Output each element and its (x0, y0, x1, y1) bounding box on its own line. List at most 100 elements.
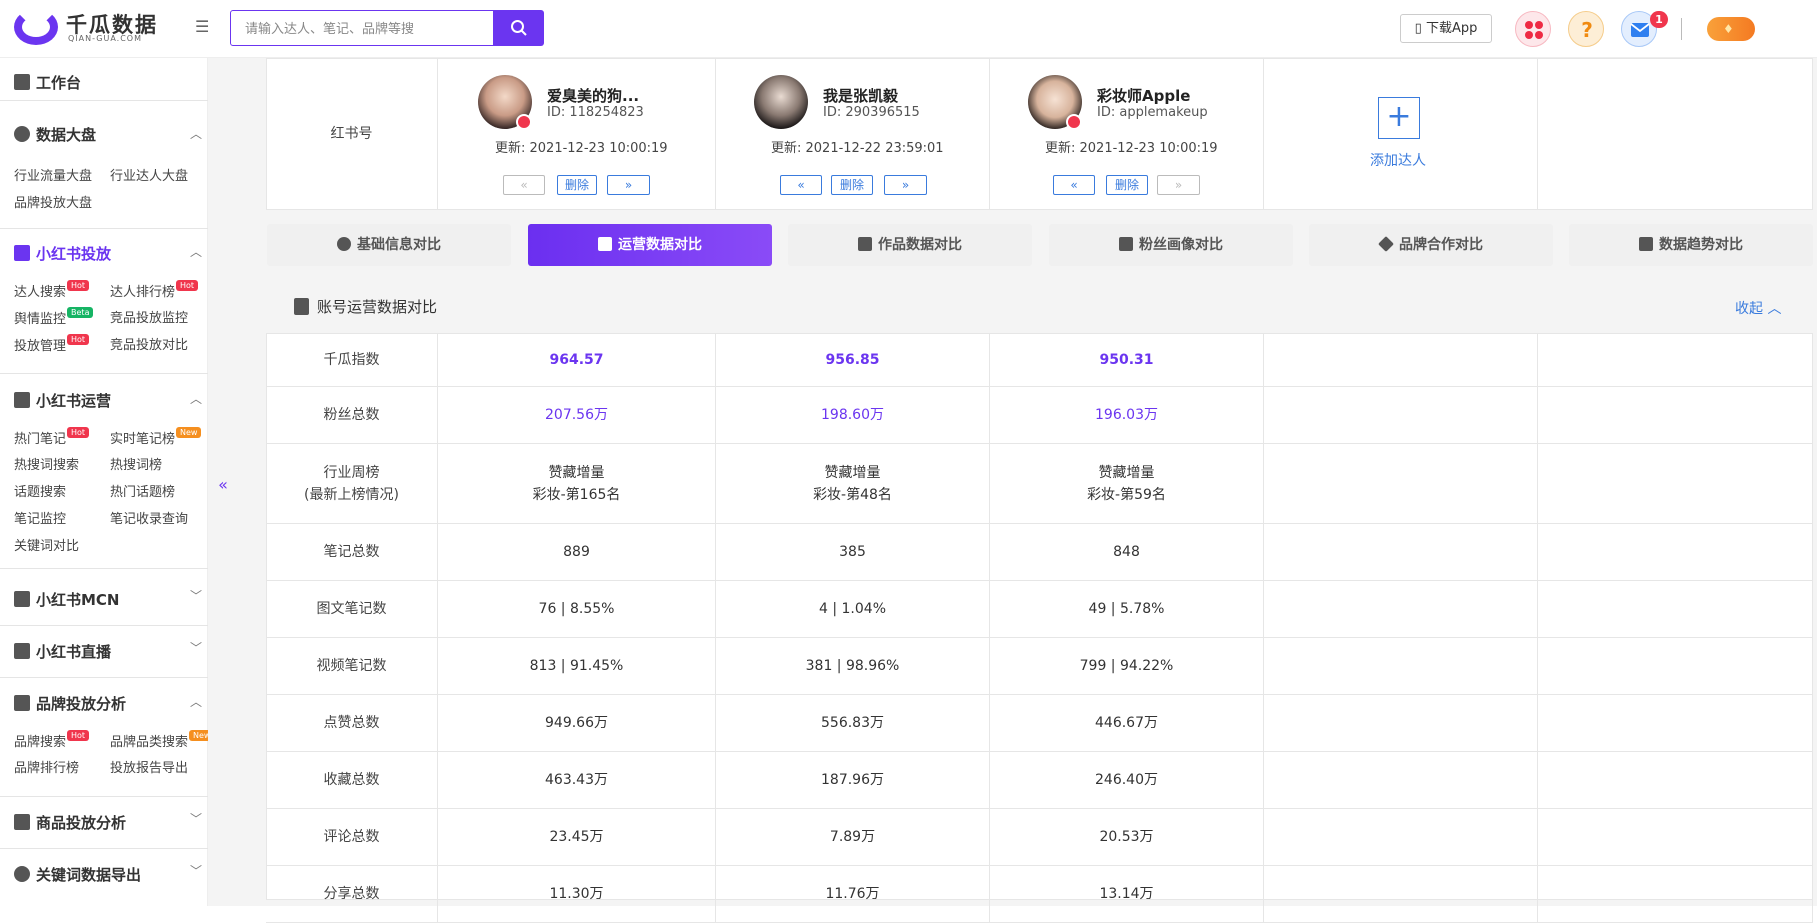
chevron-down-icon[interactable]: ﹀ (190, 812, 203, 826)
row-label: 千瓜指数 (266, 334, 438, 386)
row-label-text: 分享总数 (324, 883, 380, 905)
cell-value-line: 4 | 1.04% (819, 601, 886, 617)
download-app-button[interactable]: ▯ 下载App (1400, 14, 1492, 43)
verified-icon (516, 114, 532, 130)
sidebar-item-brand-search[interactable]: 品牌搜索 Hot (14, 730, 90, 750)
sidebar-item-note-monitor[interactable]: 笔记监控 (14, 512, 67, 527)
sidebar-item-competitor-compare[interactable]: 竞品投放对比 (110, 338, 189, 353)
bag-icon (14, 695, 30, 711)
delete-button[interactable]: 删除 (1106, 175, 1148, 195)
tab-fans-profile[interactable]: 粉丝画像对比 (1049, 224, 1293, 266)
chevron-down-icon[interactable]: ﹀ (190, 864, 203, 878)
tab-brand-cooperation[interactable]: 品牌合作对比 (1309, 224, 1553, 266)
section-label: 小红书直播 (36, 643, 112, 661)
sidebar-item-hot-notes[interactable]: 热门笔记 Hot (14, 427, 90, 447)
move-left-button[interactable]: « (1053, 175, 1095, 195)
chevron-down-icon[interactable]: ﹀ (190, 589, 203, 603)
sidebar-section-xhs-live[interactable]: 小红书直播 (14, 642, 111, 662)
cell-value-line: 381 | 98.96% (805, 658, 900, 674)
sidebar-item-keyword-compare[interactable]: 关键词对比 (14, 539, 80, 554)
cell-value-line: 11.30万 (549, 886, 604, 902)
sidebar-section-xhs-operation[interactable]: 小红书运营 (14, 391, 111, 411)
cell-value: 20.53万 (1099, 826, 1153, 848)
sidebar-item-report-export[interactable]: 投放报告导出 (110, 761, 189, 776)
sidebar-section-xhs-placement[interactable]: 小红书投放 (14, 244, 111, 264)
chevron-down-icon[interactable]: ﹀ (190, 641, 203, 655)
sidebar-item-brand-dashboard[interactable]: 品牌投放大盘 (14, 196, 93, 211)
cell-value-line: 198.60万 (821, 407, 884, 423)
pie-chart-icon (14, 126, 30, 142)
apps-button[interactable] (1515, 11, 1551, 47)
help-button[interactable]: ? (1568, 11, 1604, 47)
sidebar-item-realtime-notes[interactable]: 实时笔记榜 New (110, 427, 202, 447)
vip-button[interactable]: ♦ (1707, 17, 1755, 41)
row-label-line: 收藏总数 (323, 772, 380, 788)
hot-tag: Hot (176, 280, 199, 291)
search-input[interactable] (230, 10, 494, 46)
sidebar-section-product-analysis[interactable]: 商品投放分析 (14, 813, 126, 833)
sidebar-item-hot-search-rank[interactable]: 热搜词榜 (110, 458, 163, 473)
chevron-up-icon[interactable]: ︿ (190, 695, 203, 709)
sidebar-item-hot-topics[interactable]: 热门话题榜 (110, 485, 176, 500)
logo[interactable]: 千瓜数据 QIAN-GUA.COM (14, 9, 164, 45)
sidebar-item-hot-search[interactable]: 热搜词搜索 (14, 458, 80, 473)
divider (0, 100, 208, 101)
avatar[interactable] (754, 75, 808, 129)
sidebar-item-brand-category-search[interactable]: 品牌品类搜索 New (110, 730, 215, 750)
add-kol-plus-icon[interactable]: + (1378, 97, 1420, 139)
sidebar-item-placement-manage[interactable]: 投放管理 Hot (14, 334, 90, 354)
chevron-up-icon[interactable]: ︿ (190, 245, 203, 259)
search-icon (511, 20, 527, 36)
table-cell: 23.45万 (438, 809, 716, 865)
sidebar-item-industry-kol[interactable]: 行业达人大盘 (110, 169, 189, 184)
table-cell: 11.30万 (438, 866, 716, 922)
sidebar-item-competitor-monitor[interactable]: 竞品投放监控 (110, 311, 189, 326)
add-kol-button[interactable]: 添加达人 (1370, 153, 1426, 169)
collapse-button[interactable]: 收起 ︿ (1735, 298, 1781, 318)
sidebar-item-topic-search[interactable]: 话题搜索 (14, 485, 67, 500)
menu-toggle-icon[interactable]: ☰ (195, 17, 210, 36)
help-icon: ? (1581, 18, 1593, 42)
sidebar-section-keyword-export[interactable]: 关键词数据导出 (14, 865, 141, 885)
sidebar-item-sentiment[interactable]: 舆情监控 Beta (14, 307, 94, 327)
kol-name[interactable]: 爱臭美的狗... (547, 87, 640, 105)
move-right-button[interactable]: » (1157, 175, 1200, 195)
section-label: 关键词数据导出 (36, 866, 142, 884)
sidebar-section-brand-analysis[interactable]: 品牌投放分析 (14, 694, 126, 714)
collapse-sidebar-icon[interactable]: « (212, 440, 234, 530)
sidebar-section-xhs-mcn[interactable]: 小红书MCN (14, 590, 120, 610)
kol-name[interactable]: 彩妆师Apple (1097, 87, 1191, 105)
sidebar-item-brand-ranking[interactable]: 品牌排行榜 (14, 761, 80, 776)
move-left-button[interactable]: « (503, 175, 545, 195)
cell-value: 799 | 94.22% (1080, 655, 1174, 677)
table-cell (1538, 809, 1813, 865)
move-left-button[interactable]: « (780, 175, 822, 195)
tab-basic-info[interactable]: 基础信息对比 (267, 224, 511, 266)
search-button[interactable] (494, 10, 544, 46)
sidebar-item-kol-ranking[interactable]: 达人排行榜 Hot (110, 280, 199, 300)
delete-button[interactable]: 删除 (557, 175, 597, 195)
sidebar-item-industry-traffic[interactable]: 行业流量大盘 (14, 169, 93, 184)
kol-name[interactable]: 我是张凯毅 (823, 87, 899, 105)
table-cell (1538, 334, 1813, 386)
chevron-up-icon[interactable]: ︿ (190, 392, 203, 406)
cell-value-line: 196.03万 (1095, 407, 1158, 423)
row-label-xhs-id: 红书号 (266, 58, 438, 210)
tab-works-data[interactable]: 作品数据对比 (788, 224, 1032, 266)
sidebar-section-data-dashboard[interactable]: 数据大盘 (14, 125, 96, 145)
chevron-up-icon[interactable]: ︿ (190, 127, 203, 141)
move-right-button[interactable]: » (607, 175, 650, 195)
move-right-button[interactable]: » (884, 175, 927, 195)
sidebar-item-kol-search[interactable]: 达人搜索 Hot (14, 280, 90, 300)
sidebar-item-workbench[interactable]: 工作台 (14, 73, 81, 93)
row-label: 评论总数 (266, 809, 438, 865)
delete-button[interactable]: 删除 (831, 175, 873, 195)
tab-data-trend[interactable]: 数据趋势对比 (1569, 224, 1813, 266)
sidebar-item-note-index[interactable]: 笔记收录查询 (110, 512, 189, 527)
row-label-text: 点赞总数 (324, 712, 380, 734)
row-label: 分享总数 (266, 866, 438, 922)
workbench-label: 工作台 (36, 74, 82, 92)
table-cell: 196.03万 (990, 387, 1264, 443)
tab-operation-data[interactable]: 运营数据对比 (528, 224, 772, 266)
row-label-line: 行业周榜 (323, 464, 380, 481)
